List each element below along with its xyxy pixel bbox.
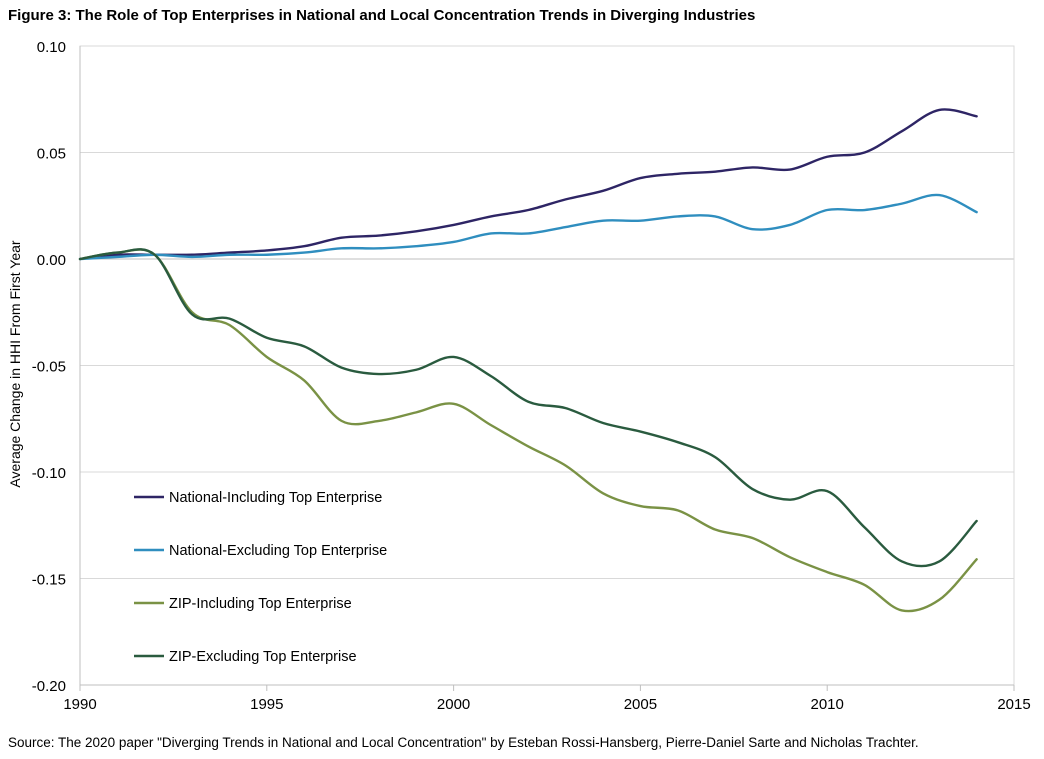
series-line-zip-excluding-top-enterprise — [78, 248, 978, 568]
source-note: Source: The 2020 paper "Diverging Trends… — [8, 735, 919, 750]
x-tick-label: 2015 — [997, 696, 1030, 713]
x-tick-label: 1990 — [63, 696, 96, 713]
y-axis: 0.10 0.05 0.00 -0.05 -0.10 -0.15 -0.20 — [32, 39, 66, 695]
legend: National-Including Top Enterprise Nationa… — [134, 490, 387, 665]
y-tick-label: 0.00 — [37, 252, 66, 269]
y-tick-label: -0.10 — [32, 465, 66, 482]
series-lines — [78, 108, 978, 613]
y-axis-label: Average Change in HHI From First Year — [7, 240, 23, 488]
legend-label-national-excluding-top-enterprise: National-Excluding Top Enterprise — [169, 543, 387, 559]
y-tick-label: -0.15 — [32, 572, 66, 589]
series-line-zip-including-top-enterprise — [78, 248, 978, 613]
legend-label-zip-including-top-enterprise: ZIP-Including Top Enterprise — [169, 596, 352, 612]
legend-label-zip-excluding-top-enterprise: ZIP-Excluding Top Enterprise — [169, 649, 357, 665]
x-tick-label: 1995 — [250, 696, 283, 713]
x-tick-label: 2010 — [811, 696, 844, 713]
series-line-national-including-top-enterprise — [78, 108, 978, 261]
x-tick-label: 2005 — [624, 696, 657, 713]
y-tick-label: 0.10 — [37, 39, 66, 56]
y-tick-label: -0.20 — [32, 678, 66, 695]
series-line-national-excluding-top-enterprise — [78, 193, 978, 261]
plot-area — [79, 45, 1015, 686]
y-tick-label: -0.05 — [32, 359, 66, 376]
x-axis: 1990 1995 2000 2005 2010 2015 — [63, 685, 1031, 713]
x-tick-label: 2000 — [437, 696, 470, 713]
y-tick-label: 0.05 — [37, 146, 66, 163]
legend-label-national-including-top-enterprise: National-Including Top Enterprise — [169, 490, 382, 506]
chart-title: Figure 3: The Role of Top Enterprises in… — [8, 7, 756, 24]
gridlines — [80, 45, 1014, 686]
